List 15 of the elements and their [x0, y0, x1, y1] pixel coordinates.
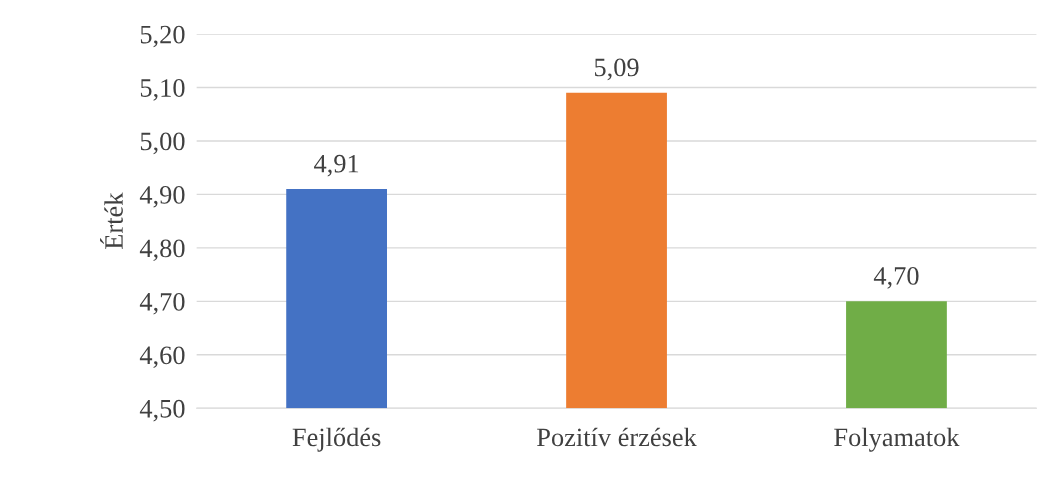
y-tick-label: 5,00 [140, 132, 185, 155]
y-tick-label: 4,60 [139, 346, 185, 368]
y-axis-title: Érték [100, 192, 123, 249]
y-tick-label: 4,90 [139, 186, 185, 208]
x-tick-label: Pozitív érzések [537, 427, 697, 447]
y-tick-label: 4,70 [139, 292, 185, 315]
x-tick-label: Folyamatok [834, 427, 960, 452]
data-label: 4,91 [314, 154, 359, 177]
y-tick-label: 4,50 [139, 399, 185, 422]
y-tick-label: 4,80 [139, 239, 185, 262]
y-tick-label: 5,10 [140, 79, 185, 101]
data-label: 5,09 [594, 58, 639, 81]
y-tick-label: 5,20 [140, 25, 185, 48]
x-tick-label: Fejlődés [292, 427, 381, 452]
data-label: 4,70 [873, 267, 919, 289]
